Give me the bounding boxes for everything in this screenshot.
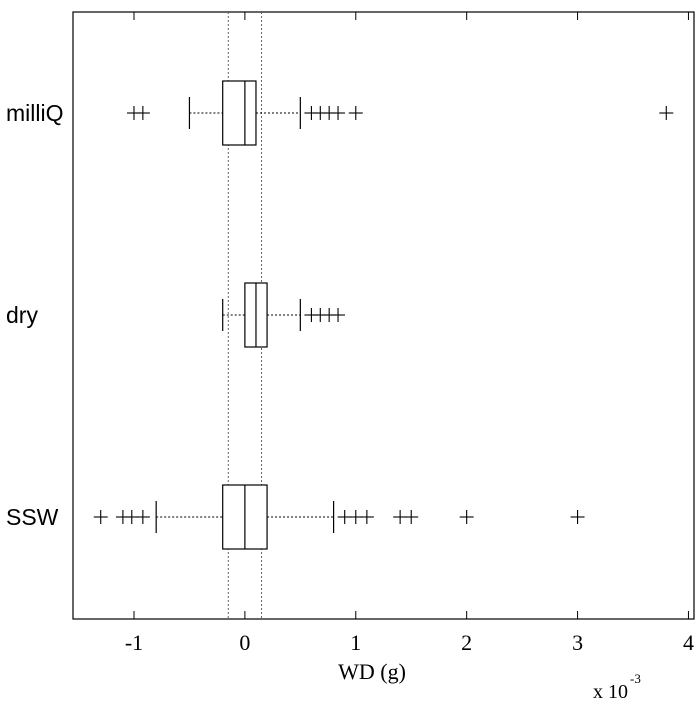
plot-frame [72, 11, 695, 620]
outlier-marker [570, 510, 585, 524]
x-tick-label: 3 [572, 630, 583, 655]
x-axis-ticks: -1 0 1 2 3 4 [125, 12, 694, 655]
category-labels: milliQ dry SSW [6, 100, 64, 530]
category-label: SSW [6, 504, 59, 530]
outlier-marker [348, 106, 363, 120]
x-tick-label: 1 [350, 630, 361, 655]
box-SSW [93, 484, 585, 550]
outlier-marker [331, 308, 346, 322]
x-tick-label: 2 [461, 630, 472, 655]
outlier-marker [331, 106, 346, 120]
x-tick-label: 4 [683, 630, 694, 655]
outlier-marker [135, 510, 150, 524]
outlier-marker [659, 106, 674, 120]
outlier-marker [459, 510, 474, 524]
x-axis-multiplier-exponent: -3 [630, 671, 641, 686]
x-tick-label: -1 [125, 630, 143, 655]
x-axis-label: WD (g) [338, 659, 406, 684]
box-milliQ [126, 80, 674, 146]
box-dry [222, 282, 346, 348]
iqr-box [222, 80, 257, 146]
outlier-marker [135, 106, 150, 120]
category-label: milliQ [6, 100, 64, 126]
x-tick-label: 0 [239, 630, 250, 655]
outlier-marker [359, 510, 374, 524]
outlier-marker [93, 510, 108, 524]
outlier-marker [404, 510, 419, 524]
x-axis-multiplier: x 10 [593, 681, 628, 703]
box-series [93, 80, 674, 550]
category-label: dry [6, 302, 38, 328]
